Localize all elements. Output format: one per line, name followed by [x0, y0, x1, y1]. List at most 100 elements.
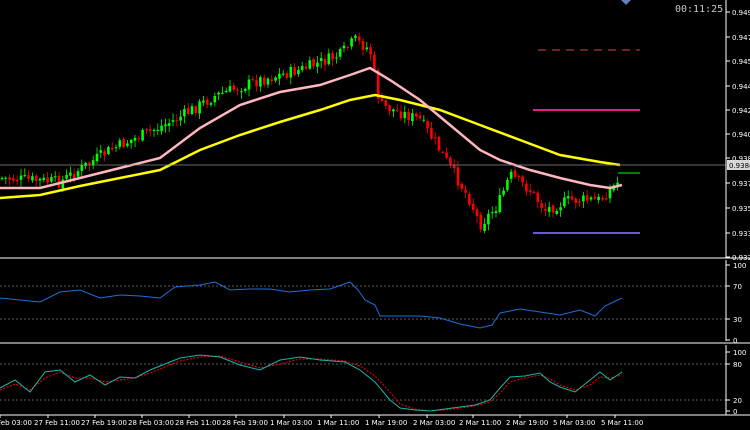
candle-body	[205, 99, 209, 105]
candle-body	[65, 174, 68, 179]
candle-body	[152, 130, 156, 132]
candle-body	[555, 211, 559, 214]
stoch-tick-label: 0	[733, 408, 737, 416]
price-chart-panel[interactable]: 00:11:25	[0, 0, 726, 258]
candle-body	[91, 160, 95, 166]
candle-body	[338, 48, 342, 57]
candle-body	[27, 175, 30, 179]
time-axis-label: 5 Mar 03:00	[553, 419, 595, 427]
stochastic-indicator-panel[interactable]: 100 80 20 0	[0, 345, 746, 416]
candle-body	[433, 137, 437, 139]
candle-body	[388, 105, 391, 112]
time-axis-label: 2 Mar 19:00	[506, 419, 548, 427]
candle-body	[4, 177, 8, 179]
candle-body	[19, 175, 23, 180]
candle-body	[601, 197, 604, 200]
candle-body	[247, 79, 251, 90]
candle-body	[61, 179, 65, 189]
rsi-tick-label: 100	[733, 262, 746, 270]
candle-body	[259, 77, 262, 87]
candle-body	[547, 207, 551, 212]
rsi-axis: 100 70 30 0	[726, 262, 746, 345]
candle-body	[129, 139, 133, 144]
candle-body	[407, 111, 410, 121]
price-tick-label: 0.9406	[732, 131, 750, 139]
candle-body	[585, 195, 589, 201]
candle-body	[175, 119, 179, 121]
candle-body	[190, 106, 194, 115]
price-tick-label: 0.9355	[732, 205, 750, 213]
time-axis-label: 2 Mar 11:00	[459, 419, 501, 427]
price-tick-label: 0.9372	[732, 180, 750, 188]
candle-body	[148, 129, 152, 131]
rsi-tick-label: 30	[733, 316, 742, 324]
candle-body	[513, 170, 517, 177]
candle-body	[574, 198, 578, 203]
candle-body	[145, 129, 148, 131]
stochastic-signal-line	[0, 355, 623, 412]
time-axis-label: 26 Feb 03:00	[0, 419, 32, 427]
rsi-tick-label: 0	[733, 337, 737, 345]
candle-body	[316, 62, 319, 67]
time-axis-label: 1 Mar 19:00	[365, 419, 407, 427]
candle-body	[380, 98, 384, 101]
candle-body	[331, 53, 334, 60]
candle-body	[213, 95, 217, 103]
candle-body	[194, 106, 198, 114]
server-clock: 00:11:25	[675, 4, 723, 15]
candle-body	[449, 157, 452, 165]
candle-body	[464, 189, 467, 193]
candle-body	[53, 176, 57, 178]
candle-body	[418, 115, 422, 119]
time-axis-label: 28 Feb 03:00	[128, 419, 174, 427]
candle-body	[179, 116, 182, 121]
candle-body	[517, 175, 521, 177]
candle-body	[608, 189, 612, 199]
candle-body	[430, 127, 433, 139]
time-axis-label: 27 Feb 11:00	[34, 419, 80, 427]
candle-body	[69, 172, 72, 176]
rsi-indicator-panel[interactable]: 100 70 30 0	[0, 260, 746, 345]
candle-body	[110, 148, 114, 150]
candle-body	[365, 47, 369, 50]
candle-body	[445, 152, 448, 158]
stochastic-axis: 100 80 20 0	[726, 349, 746, 416]
candle-body	[80, 164, 84, 171]
candle-body	[103, 151, 106, 156]
candle-body	[243, 88, 247, 91]
candle-body	[171, 120, 175, 122]
shift-marker-icon[interactable]	[621, 0, 631, 5]
candle-body	[262, 77, 266, 85]
candle-body	[475, 209, 479, 217]
candle-body	[532, 191, 536, 193]
candle-body	[221, 92, 224, 94]
candle-body	[384, 100, 388, 106]
candle-body	[8, 177, 11, 180]
candle-body	[281, 73, 285, 75]
candle-body	[304, 66, 308, 69]
candle-body	[308, 60, 312, 69]
candle-body	[38, 178, 42, 181]
candle-body	[452, 164, 456, 169]
candle-body	[274, 77, 277, 81]
current-price-label: 0.9384	[727, 160, 750, 170]
candle-body	[483, 223, 486, 231]
candle-body	[392, 109, 395, 112]
candle-body	[95, 153, 99, 162]
candle-body	[506, 179, 509, 190]
candle-body	[399, 111, 403, 119]
candle-body	[42, 177, 46, 181]
candle-body	[300, 66, 304, 71]
candle-body	[323, 58, 327, 65]
candle-body	[525, 183, 528, 192]
candle-body	[0, 178, 4, 180]
candle-body	[456, 167, 460, 186]
stoch-tick-label: 80	[733, 361, 742, 369]
candle-body	[126, 143, 129, 146]
rsi-line	[0, 281, 623, 329]
candle-body	[468, 193, 471, 205]
candle-body	[566, 196, 570, 199]
